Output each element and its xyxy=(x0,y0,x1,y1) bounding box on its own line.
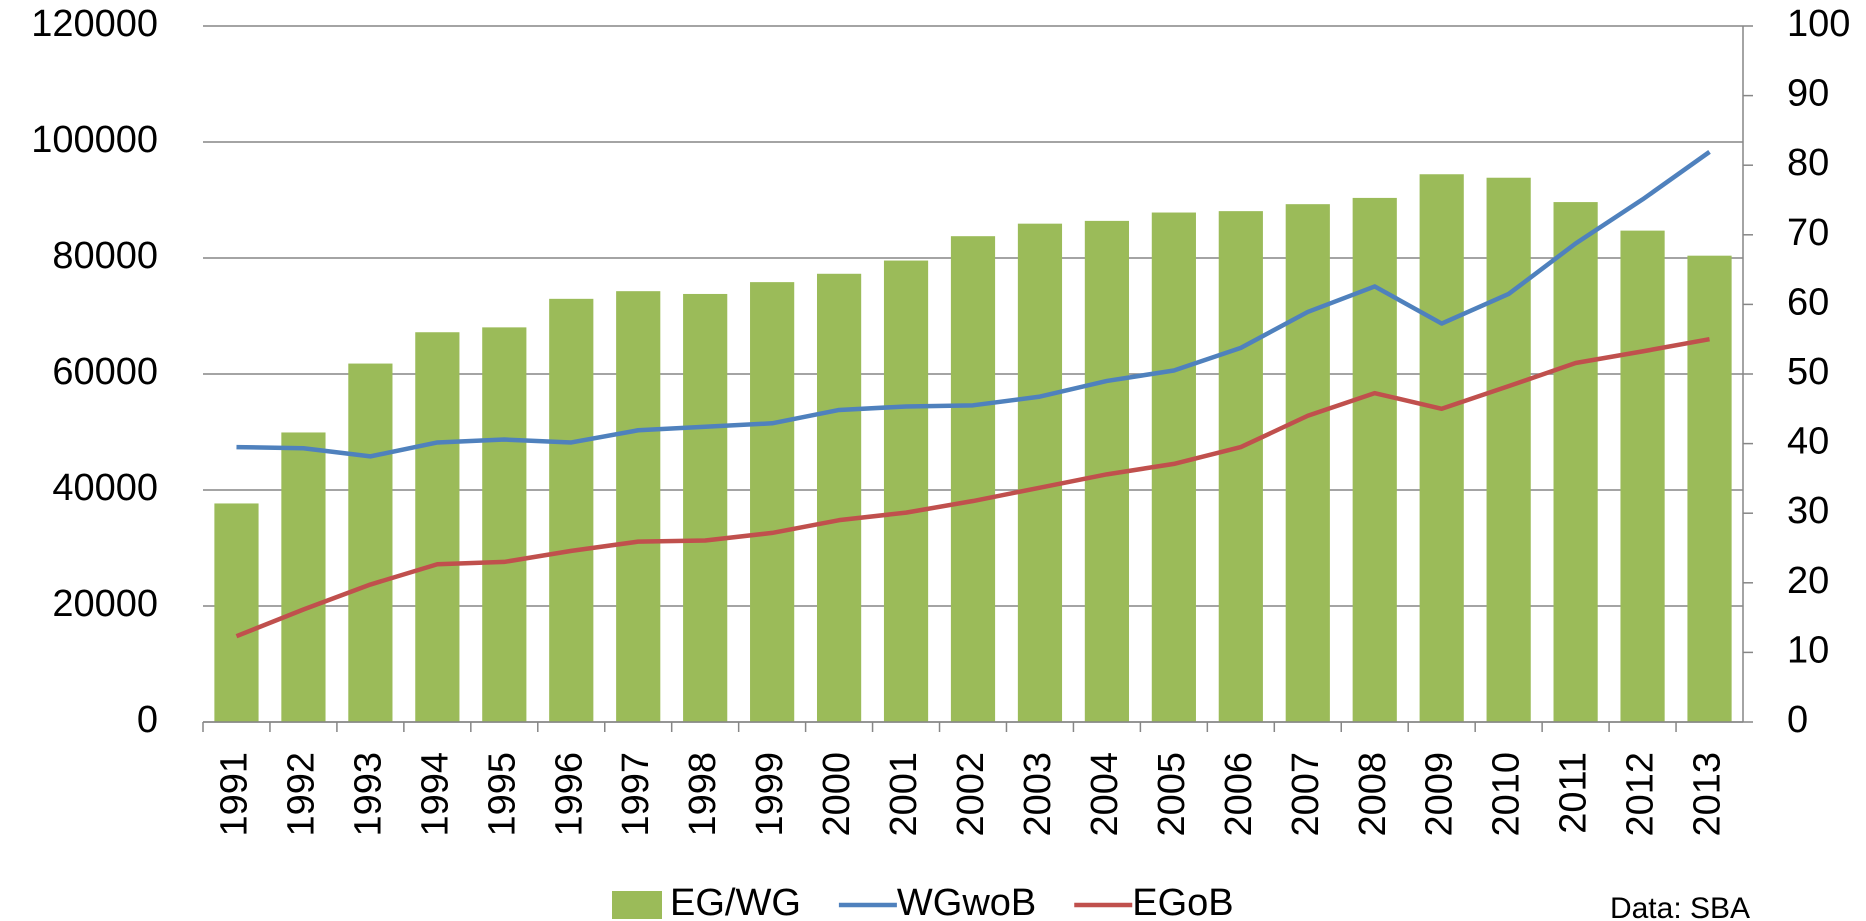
x-tick-label: 1997 xyxy=(615,752,657,837)
bar xyxy=(1419,174,1464,723)
bar xyxy=(816,273,862,722)
y-tick-label: 120000 xyxy=(31,3,158,45)
source-note: Data: SBA xyxy=(1610,892,1750,921)
bar xyxy=(348,363,393,722)
x-tick-label: 1991 xyxy=(214,752,256,837)
y2-tick-label: 90 xyxy=(1787,73,1829,115)
bar xyxy=(616,291,661,722)
y2-tick-label: 0 xyxy=(1787,699,1808,741)
x-tick-label: 1998 xyxy=(682,752,724,837)
bar xyxy=(750,282,795,722)
x-tick-label: 2004 xyxy=(1084,752,1126,837)
x-tick-label: 2006 xyxy=(1218,752,1260,837)
y2-tick-label: 60 xyxy=(1787,281,1829,323)
x-tick-label: 2003 xyxy=(1017,752,1059,837)
bar xyxy=(482,327,527,722)
x-tick-label: 2011 xyxy=(1553,752,1595,834)
bar xyxy=(1687,255,1732,722)
x-tick-label: 2009 xyxy=(1419,752,1461,837)
y-tick-label: 80000 xyxy=(52,235,158,277)
bar xyxy=(950,236,996,722)
x-tick-label: 2012 xyxy=(1620,752,1662,837)
y2-tick-label: 50 xyxy=(1787,351,1829,393)
bar xyxy=(1285,204,1330,722)
legend-label: EGoB xyxy=(1132,882,1233,921)
y2-tick-label: 70 xyxy=(1787,212,1829,254)
legend-label: WGwoB xyxy=(897,882,1036,921)
y2-tick-label: 10 xyxy=(1787,629,1829,671)
x-tick-label: 1992 xyxy=(280,752,322,837)
bar xyxy=(1352,197,1397,723)
bar xyxy=(683,293,728,722)
bar xyxy=(1218,211,1263,723)
x-tick-label: 1996 xyxy=(548,752,590,837)
line-series xyxy=(236,150,1711,459)
x-tick-label: 2007 xyxy=(1285,752,1327,837)
line-series xyxy=(235,336,1710,639)
bar xyxy=(281,432,326,722)
y2-tick-label: 100 xyxy=(1787,3,1850,45)
x-tick-label: 2002 xyxy=(950,752,992,837)
bar xyxy=(214,503,259,722)
legend-label: EG/WG xyxy=(670,882,801,921)
y2-tick-label: 80 xyxy=(1787,142,1829,184)
bar xyxy=(1553,202,1598,722)
bar xyxy=(549,298,594,722)
x-tick-label: 2001 xyxy=(883,752,925,837)
x-tick-label: 2000 xyxy=(816,752,858,837)
bar xyxy=(1486,177,1531,722)
x-tick-label: 2013 xyxy=(1687,752,1729,837)
y-tick-label: 60000 xyxy=(52,351,158,393)
x-tick-label: 2005 xyxy=(1151,752,1193,837)
y-tick-label: 40000 xyxy=(52,467,158,509)
x-tick-label: 1995 xyxy=(481,752,523,837)
legend-swatch xyxy=(612,891,662,919)
y-tick-label: 20000 xyxy=(52,583,158,625)
x-tick-label: 2008 xyxy=(1352,752,1394,837)
y2-tick-label: 30 xyxy=(1787,490,1829,532)
bar xyxy=(883,260,929,722)
x-tick-label: 2010 xyxy=(1486,752,1528,837)
y-tick-label: 100000 xyxy=(31,119,158,161)
bar xyxy=(1017,223,1063,722)
x-tick-label: 1994 xyxy=(414,752,456,837)
bar xyxy=(1620,230,1665,722)
y2-tick-label: 20 xyxy=(1787,560,1829,602)
x-tick-label: 1993 xyxy=(347,752,389,837)
bar xyxy=(415,332,460,722)
y-tick-label: 0 xyxy=(137,699,158,741)
y2-tick-label: 40 xyxy=(1787,421,1829,463)
x-tick-label: 1999 xyxy=(749,752,791,837)
